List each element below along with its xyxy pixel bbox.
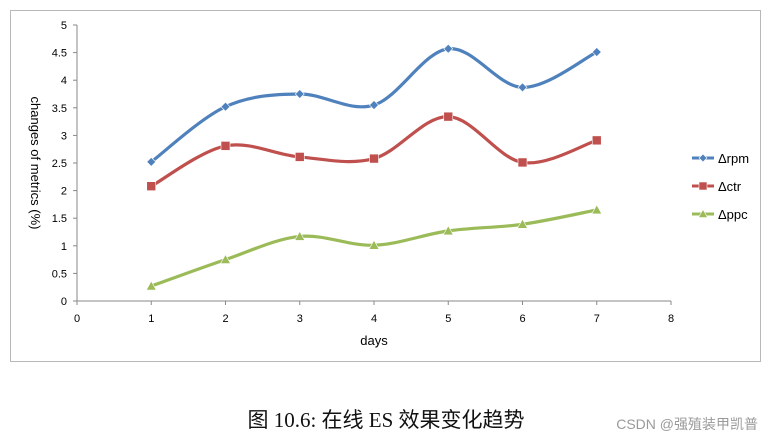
- y-tick-label: 2.5: [52, 158, 67, 170]
- y-tick-label: 0: [61, 296, 67, 308]
- x-axis-title: days: [360, 333, 388, 348]
- data-point: [591, 204, 603, 215]
- data-point: [220, 141, 231, 151]
- y-tick-label: 1: [61, 241, 67, 253]
- legend-item: Δppc: [692, 207, 748, 222]
- y-tick-label: 3: [61, 130, 67, 142]
- legend: Δrpm Δctr Δppc: [692, 151, 749, 222]
- legend-label: Δppc: [718, 207, 748, 222]
- x-tick-label: 1: [148, 313, 154, 325]
- x-tick-label: 3: [297, 313, 303, 325]
- series-0: [146, 43, 602, 167]
- data-point: [146, 181, 157, 191]
- legend-marker: [698, 181, 708, 191]
- y-tick-label: 4: [61, 75, 67, 87]
- figure-caption: 图 10.6: 在线 ES 效果变化趋势: [247, 408, 525, 432]
- y-tick-label: 4.5: [52, 48, 67, 60]
- line-chart: 0 0.5 1 1.5 2 2.5 3 3.5 4 4.5 5 0 1 2 3 4 5 6 7 8 days change…: [28, 20, 749, 348]
- data-point: [220, 101, 231, 112]
- data-point: [294, 152, 305, 162]
- series-line: [149, 115, 599, 188]
- data-point: [442, 225, 454, 236]
- series-2: [145, 204, 603, 291]
- data-point: [294, 89, 305, 99]
- y-tick-label: 5: [61, 20, 67, 32]
- data-point: [443, 111, 454, 122]
- x-tick-label: 0: [74, 313, 80, 325]
- y-tick-label: 1.5: [52, 213, 67, 225]
- x-tick-label: 8: [668, 313, 674, 325]
- series-layer: [145, 43, 603, 291]
- y-axis-title: changes of metrics (%): [28, 97, 43, 230]
- data-point: [219, 253, 232, 264]
- x-tick-label: 6: [519, 313, 525, 325]
- data-point: [368, 239, 380, 250]
- x-tick-label: 7: [594, 313, 600, 325]
- x-tick-label: 5: [445, 313, 451, 325]
- watermark: CSDN @强殖装甲凯普: [616, 416, 758, 432]
- data-point: [369, 153, 379, 164]
- axes: 0 0.5 1 1.5 2 2.5 3 3.5 4 4.5 5 0 1 2 3 4 5 6 7 8 days change…: [28, 20, 674, 348]
- data-point: [294, 230, 306, 241]
- x-tick-label: 4: [371, 313, 377, 325]
- chart-frame: 0 0.5 1 1.5 2 2.5 3 3.5 4 4.5 5 0 1 2 3 4 5 6 7 8 days change…: [10, 10, 761, 362]
- y-tick-label: 0.5: [52, 268, 67, 280]
- data-point: [516, 218, 529, 229]
- legend-item: Δctr: [692, 179, 742, 194]
- data-point: [591, 47, 602, 57]
- legend-marker: [698, 153, 708, 163]
- y-tick-label: 3.5: [52, 103, 67, 115]
- x-tick-label: 2: [222, 313, 228, 325]
- legend-marker: [697, 208, 709, 218]
- legend-label: Δrpm: [718, 151, 749, 166]
- data-point: [443, 43, 454, 54]
- data-point: [146, 156, 157, 167]
- data-point: [591, 135, 602, 146]
- data-point: [145, 280, 157, 291]
- y-tick-label: 2: [61, 186, 67, 198]
- data-point: [517, 157, 528, 168]
- legend-item: Δrpm: [692, 151, 749, 166]
- data-point: [369, 100, 379, 110]
- legend-label: Δctr: [718, 179, 742, 194]
- data-point: [517, 82, 528, 93]
- series-1: [146, 111, 602, 191]
